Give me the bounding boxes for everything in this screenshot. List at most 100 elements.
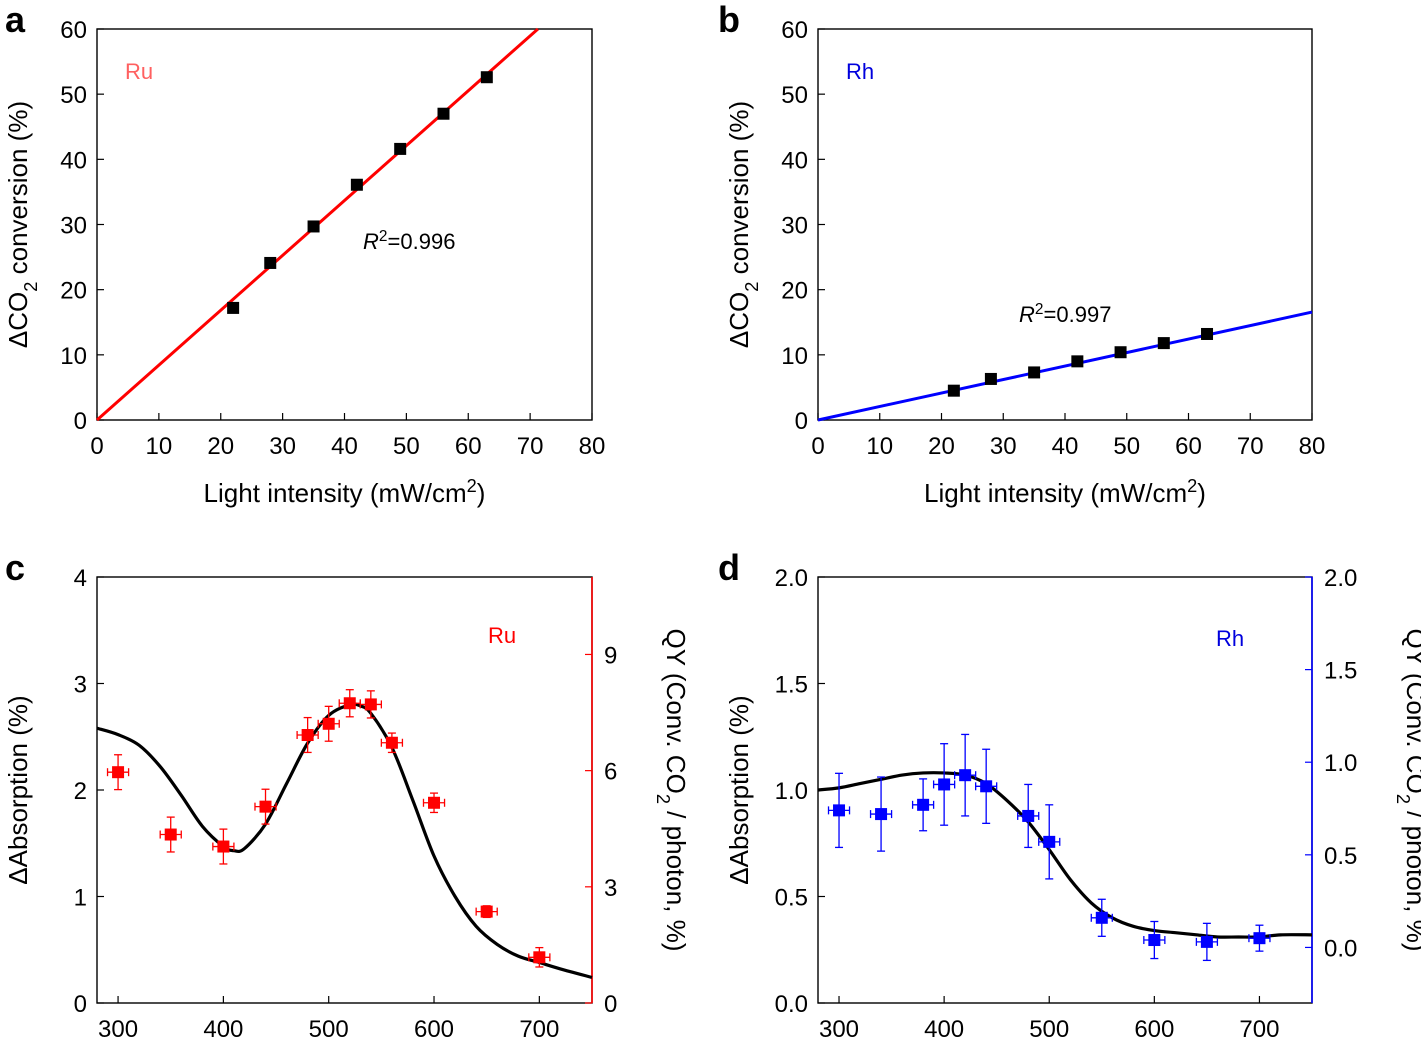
data-point: [1114, 346, 1127, 359]
series-label: Rh: [846, 59, 874, 84]
x-tick-label: 60: [455, 433, 482, 460]
x-tick-label: 300: [98, 1016, 138, 1043]
r-squared-annotation: R2=0.996: [363, 228, 455, 255]
y2-tick-label: 0.5: [1324, 843, 1357, 870]
y-axis-title: ΔAbsorption (%): [724, 695, 754, 884]
data-point: [350, 178, 363, 191]
y-tick-label: 0.5: [775, 885, 808, 912]
y2-axis-title: QY (Conv. CO2 / photon, %): [1393, 629, 1421, 952]
fit-line: [817, 310, 1313, 422]
data-point: [307, 220, 320, 233]
chart-panel-a: 0 10 20 30 40 50 60 70 80 0 10 20 30 40 50 60 Light inte…: [3, 17, 605, 508]
qy-data-point: [917, 798, 930, 811]
qy-data-point: [385, 736, 398, 749]
data-point: [947, 384, 960, 397]
qy-data-point: [301, 729, 314, 742]
y-tick-label: 1.0: [775, 778, 808, 805]
data-point: [480, 71, 493, 84]
x-tick-label: 10: [146, 433, 173, 460]
y2-axis-title: QY (Conv. CO2 / photon, %): [653, 629, 691, 952]
y2-tick-label: 3: [604, 875, 617, 902]
y-tick-label: 10: [60, 343, 87, 370]
y-tick-label: 1: [74, 885, 87, 912]
qy-data-point: [1148, 934, 1161, 947]
qy-data-point: [1022, 809, 1035, 822]
y-tick-label: 60: [60, 17, 87, 44]
y-tick-label: 3: [74, 672, 87, 699]
chart-panel-c: 30040050060070001234Wavelength (nm)ΔAbso…: [3, 565, 691, 1043]
qy-data-point: [428, 796, 441, 809]
qy-data-point: [833, 804, 846, 817]
series-label: Rh: [1216, 626, 1244, 651]
r-squared-annotation: R2=0.997: [1019, 301, 1111, 328]
y-tick-label: 0: [74, 991, 87, 1018]
y-tick-label: 10: [781, 343, 808, 370]
qy-data-point: [1095, 911, 1108, 924]
data-point: [984, 372, 997, 385]
x-tick-label: 600: [414, 1016, 454, 1043]
series-label: Ru: [488, 623, 516, 648]
panel-letter-b: b: [718, 0, 740, 40]
plot-frame: [96, 28, 593, 421]
x-tick-label: 80: [1299, 433, 1326, 460]
y-tick-label: 40: [60, 147, 87, 174]
y-tick-label: 60: [781, 17, 808, 44]
y-axis-title: ΔAbsorption (%): [3, 695, 33, 884]
y2-tick-label: 0: [604, 991, 617, 1018]
x-tick-label: 10: [866, 433, 893, 460]
x-tick-label: 20: [928, 433, 955, 460]
data-point: [227, 301, 240, 314]
y-tick-label: 0: [795, 408, 808, 435]
qy-data-point: [1200, 935, 1213, 948]
data-point: [1028, 366, 1041, 379]
y2-tick-label: 6: [604, 759, 617, 786]
y-tick-label: 50: [60, 82, 87, 109]
y-tick-label: 2.0: [775, 565, 808, 592]
qy-data-point: [533, 951, 546, 964]
y-tick-label: 0.0: [775, 991, 808, 1018]
plot-frame: [817, 28, 1313, 421]
panel-letter-c: c: [5, 547, 25, 588]
qy-data-point: [343, 697, 356, 710]
data-point: [437, 107, 450, 120]
qy-data-point: [217, 840, 230, 853]
y-tick-label: 2: [74, 778, 87, 805]
x-tick-label: 50: [1113, 433, 1140, 460]
qy-data-point: [480, 905, 493, 918]
x-tick-label: 500: [309, 1016, 349, 1043]
y-tick-label: 50: [781, 82, 808, 109]
x-tick-label: 20: [207, 433, 234, 460]
chart-panel-d: 3004005006007000.00.51.01.52.0Wavelength…: [724, 565, 1421, 1043]
panel-letter-d: d: [718, 547, 740, 588]
qy-data-point: [1043, 835, 1056, 848]
y-tick-label: 30: [60, 213, 87, 240]
y-tick-label: 1.5: [775, 672, 808, 699]
y2-tick-label: 9: [604, 642, 617, 669]
x-tick-label: 0: [811, 433, 824, 460]
qy-data-point: [875, 808, 888, 821]
absorption-curve: [96, 702, 593, 979]
x-tick-label: 400: [924, 1016, 964, 1043]
series-label: Ru: [125, 59, 153, 84]
data-point: [1201, 327, 1214, 340]
y2-tick-label: 2.0: [1324, 565, 1357, 592]
y-tick-label: 40: [781, 147, 808, 174]
data-point: [1157, 337, 1170, 350]
y2-tick-label: 1.5: [1324, 658, 1357, 685]
x-tick-label: 60: [1175, 433, 1202, 460]
y-tick-label: 0: [74, 408, 87, 435]
data-point: [1071, 355, 1084, 368]
y-tick-label: 4: [74, 565, 87, 592]
qy-data-point: [938, 778, 951, 791]
x-tick-label: 30: [269, 433, 296, 460]
data-point: [394, 142, 407, 155]
qy-data-point: [1253, 932, 1266, 945]
x-tick-label: 30: [990, 433, 1017, 460]
x-tick-label: 40: [1052, 433, 1079, 460]
x-tick-label: 50: [393, 433, 420, 460]
y-axis-title: ΔCO2 conversion (%): [724, 101, 762, 348]
x-tick-label: 300: [819, 1016, 859, 1043]
data-point: [264, 256, 277, 269]
qy-data-point: [112, 766, 125, 779]
